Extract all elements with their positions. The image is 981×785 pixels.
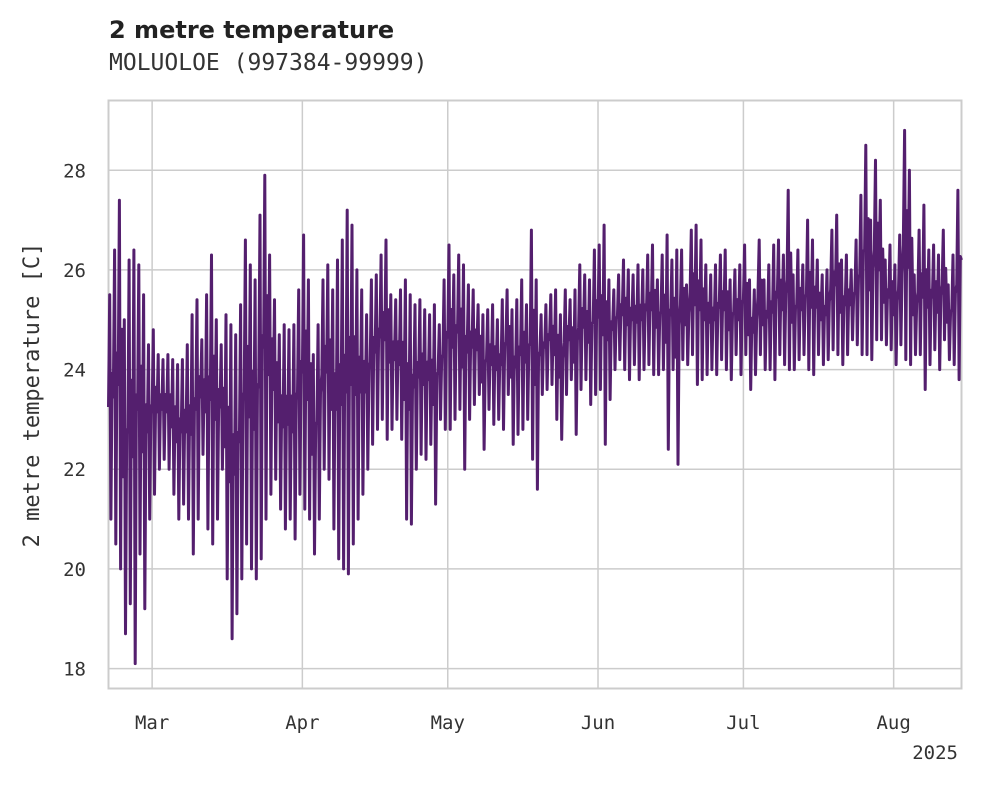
y-tick-label: 28 (63, 160, 86, 182)
y-tick-label: 20 (63, 559, 86, 581)
x-tick-label: Aug (876, 712, 910, 734)
y-tick-label: 26 (63, 260, 86, 282)
chart-subtitle: MOLUOLOE (997384-99999) (109, 50, 428, 76)
x-tick-label: Jun (581, 712, 615, 734)
chart-title: 2 metre temperature (109, 16, 395, 44)
x-tick-label: May (431, 712, 465, 734)
x-tick-label: Jul (726, 712, 760, 734)
x-tick-label: Mar (135, 712, 169, 734)
y-tick-label: 24 (63, 360, 86, 382)
y-tick-label: 22 (63, 459, 86, 481)
y-axis-label: 2 metre temperature [C] (20, 243, 45, 548)
series-layer (107, 128, 963, 666)
x-offset-label: 2025 (912, 742, 958, 764)
y-tick-label: 18 (63, 659, 86, 681)
series-line-0 (107, 128, 963, 666)
x-tick-label: Apr (285, 712, 319, 734)
